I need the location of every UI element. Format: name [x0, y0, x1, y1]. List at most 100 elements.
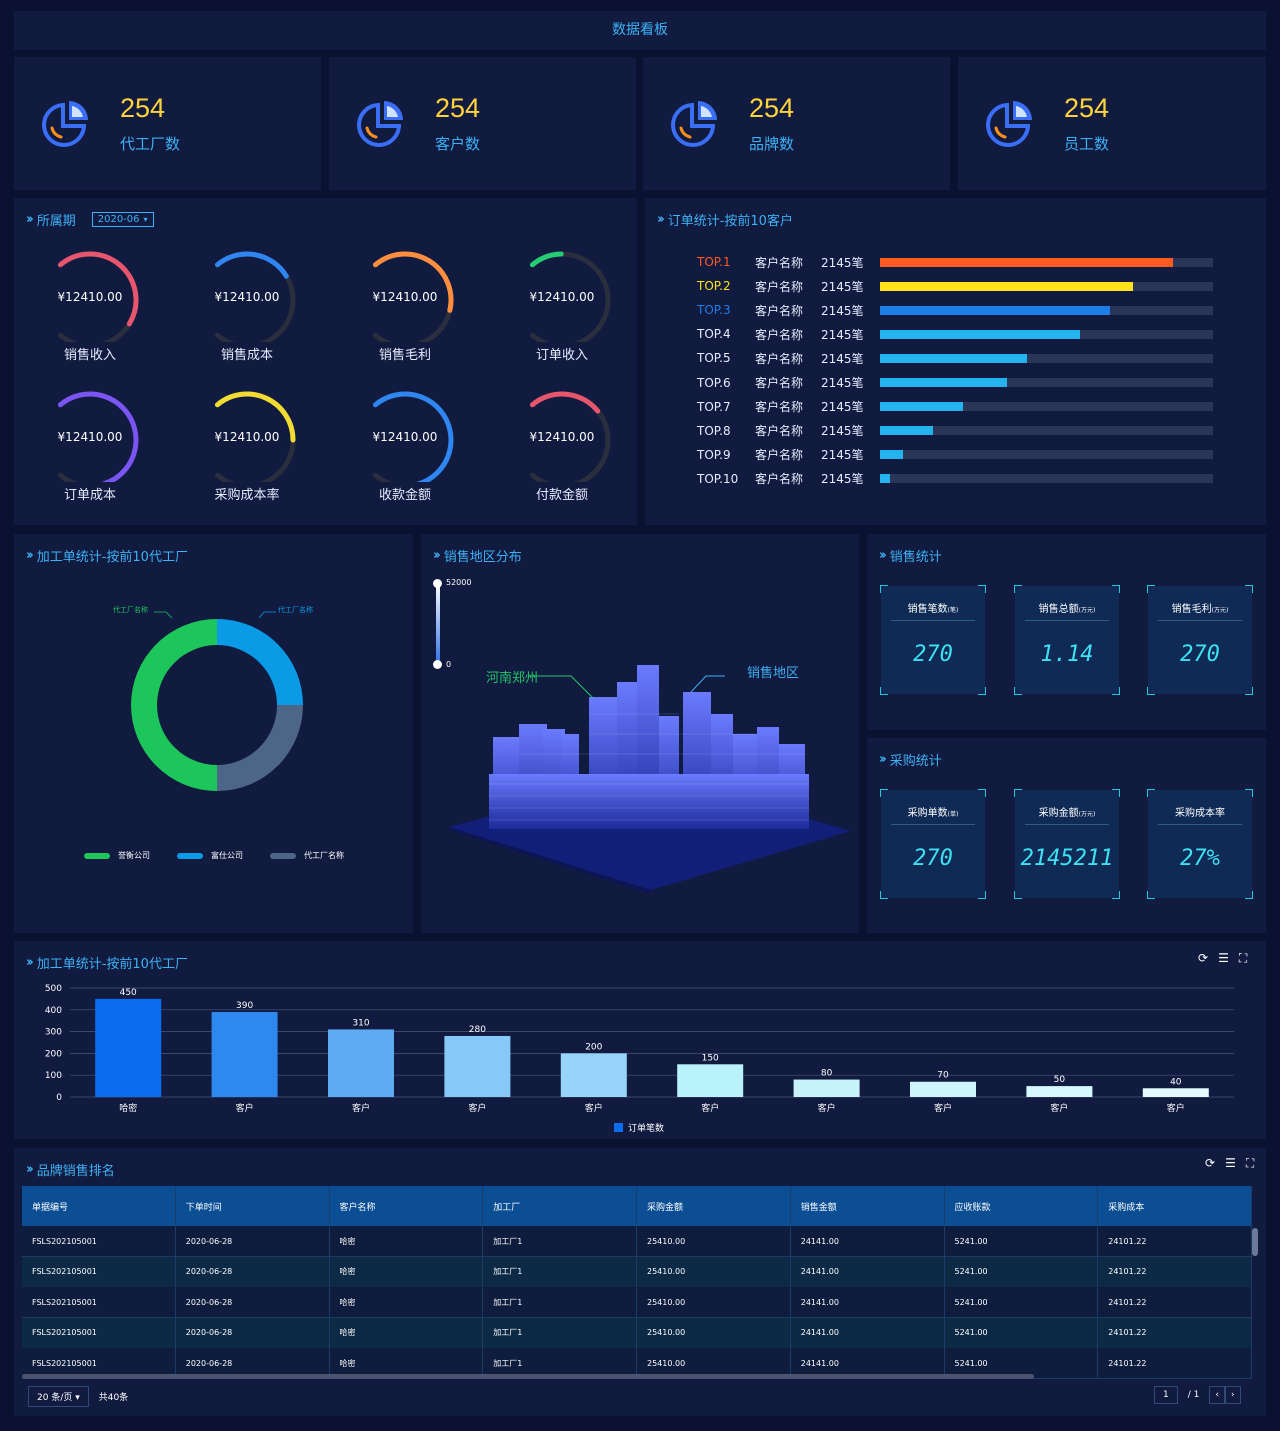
table-cell: 哈密 — [330, 1226, 484, 1256]
panel-title-text: 销售地区分布 — [443, 550, 522, 565]
rank-bar-track — [880, 378, 1213, 387]
gauge-value: ¥12410.00 — [214, 290, 280, 304]
table-cell: 24141.00 — [791, 1226, 945, 1256]
scale-max-label: 52000 — [446, 578, 472, 587]
customer-name: 客户名称 — [755, 376, 804, 390]
column-header[interactable]: 采购金额 — [637, 1186, 791, 1226]
horizontal-scrollbar[interactable] — [22, 1374, 1034, 1379]
rank-label: TOP.3 — [697, 303, 731, 318]
stat-card: 销售笔数(笔) 270 — [880, 585, 986, 695]
gauge-value: ¥12410.00 — [57, 290, 123, 304]
table-row[interactable]: FSLS202105001 2020-06-28 哈密 加工厂1 25410.00 241… — [22, 1226, 1252, 1257]
x-tick-label: 客户 — [1050, 1102, 1068, 1114]
corner-bracket — [1112, 687, 1120, 695]
order-rank-row: TOP.8 客户名称 2145笔 — [697, 423, 1217, 439]
legend-item[interactable]: 代工厂名称 — [270, 850, 344, 861]
range-slider-handle-top[interactable] — [433, 579, 442, 588]
corner-bracket — [1245, 789, 1253, 797]
gauge: ¥12410.00 付款金额 — [502, 390, 622, 503]
gauge: ¥12410.00 订单成本 — [30, 390, 150, 503]
table-cell: 25410.00 — [637, 1287, 791, 1318]
kpi-label: 客户数 — [435, 135, 481, 153]
legend-item[interactable]: 富仕公司 — [177, 850, 243, 861]
stat-value: 270 — [1180, 642, 1220, 667]
y-tick-label: 100 — [45, 1071, 62, 1081]
refresh-icon[interactable]: ⟳ — [1198, 951, 1209, 965]
column-header[interactable]: 下单时间 — [176, 1186, 330, 1226]
page-size-value: 20 条/页 — [37, 1393, 73, 1403]
corner-bracket — [1245, 585, 1253, 593]
rank-bar-track — [880, 257, 1213, 267]
chevron-right-icon[interactable]: › — [1224, 1386, 1241, 1404]
rank-bar-track — [880, 353, 1213, 363]
table-cell: FSLS202105001 — [22, 1348, 176, 1379]
bar-value-label: 50 — [1054, 1075, 1066, 1085]
panel-title-text: 品牌销售排名 — [36, 1164, 115, 1179]
y-tick-label: 400 — [45, 1006, 62, 1016]
gauge-label: 销售成本 — [220, 348, 273, 363]
rank-bar-fill — [880, 474, 890, 484]
panel-title: ›› 加工单统计-按前10代工厂 — [26, 953, 188, 972]
gauge-label: 销售收入 — [63, 348, 116, 363]
rank-bar-track — [880, 474, 1213, 484]
customer-name: 客户名称 — [755, 448, 804, 463]
pie-chart-icon — [671, 101, 717, 147]
table-row[interactable]: FSLS202105001 2020-06-28 哈密 加工厂1 25410.00 241… — [22, 1317, 1252, 1349]
corner-bracket — [1147, 585, 1155, 593]
rank-bar-fill — [880, 329, 1080, 339]
divider — [1025, 620, 1109, 621]
table-cell: 加工厂1 — [483, 1348, 637, 1379]
divider — [891, 620, 975, 621]
page-size-select[interactable]: 20 条/页 ▾ — [28, 1386, 89, 1407]
table-cell: 5241.00 — [945, 1317, 1099, 1348]
stat-value: 1.14 — [1040, 642, 1094, 667]
list-icon[interactable]: ☰ — [1218, 951, 1229, 965]
gauge-fill — [214, 251, 289, 279]
order-rank-row: TOP.5 客户名称 2145笔 — [697, 350, 1217, 366]
bar-value-label: 40 — [1170, 1077, 1182, 1087]
page-number-input[interactable]: 1 — [1154, 1386, 1178, 1404]
bar-value-label: 80 — [821, 1069, 833, 1079]
refresh-icon[interactable]: ⟳ — [1205, 1156, 1216, 1170]
list-icon[interactable]: ☰ — [1225, 1156, 1236, 1170]
column-header[interactable]: 销售金额 — [791, 1186, 945, 1226]
column-header[interactable]: 单据编号 — [22, 1186, 176, 1226]
vertical-scrollbar[interactable] — [1252, 1228, 1258, 1256]
gauge-fill — [529, 391, 601, 414]
chart-toolbar: ⟳ ☰ ⛶ — [1198, 951, 1247, 966]
order-rank-row: TOP.3 客户名称 2145笔 — [697, 302, 1217, 318]
column-header[interactable]: 应收账款 — [945, 1186, 1099, 1226]
rank-label: TOP.2 — [697, 279, 731, 294]
customer-name: 客户名称 — [755, 255, 804, 270]
corner-bracket — [1147, 687, 1155, 695]
chevron-left-icon[interactable]: ‹ — [1209, 1386, 1225, 1404]
gauge-value: ¥12410.00 — [372, 430, 438, 444]
table-row[interactable]: FSLS202105001 2020-06-28 哈密 加工厂1 25410.00 241… — [22, 1256, 1252, 1288]
fullscreen-icon[interactable]: ⛶ — [1245, 1156, 1255, 1170]
column-header[interactable]: 采购成本 — [1098, 1186, 1252, 1226]
table-header: 单据编号 下单时间 客户名称 加工厂 采购金额 销售金额 应收账款 采购成本 — [22, 1186, 1252, 1226]
bar-chart: 0 100 200 300 400 500 450 哈密 390 客户 310 客户 280 客户 200 客… — [45, 984, 1234, 1114]
table-row[interactable]: FSLS202105001 2020-06-28 哈密 加工厂1 25410.00 241… — [22, 1287, 1252, 1319]
double-chevron-right-icon: ›› — [433, 548, 441, 563]
order-count: 2145笔 — [821, 255, 864, 270]
gauge-label: 订单成本 — [63, 488, 116, 503]
column-header[interactable]: 客户名称 — [330, 1186, 484, 1226]
bar-legend[interactable]: 订单笔数 — [614, 1121, 664, 1134]
table-cell: 哈密 — [330, 1287, 484, 1318]
column-header[interactable]: 加工厂 — [483, 1186, 637, 1226]
gauge-value: ¥12410.00 — [529, 430, 595, 444]
order-rank-row: TOP.4 客户名称 2145笔 — [697, 326, 1217, 342]
period-select[interactable]: 2020-06 ▾ — [91, 212, 154, 227]
panel-title-text: 订单统计-按前10客户 — [667, 214, 793, 229]
stat-value: 27% — [1180, 846, 1220, 871]
range-slider-handle-bottom[interactable] — [433, 660, 442, 669]
rank-bar-track — [880, 426, 1213, 436]
range-slider-track[interactable] — [436, 583, 440, 665]
corner-bracket — [978, 687, 986, 695]
legend-item[interactable]: 誉衡公司 — [84, 850, 150, 861]
table-cell: 哈密 — [330, 1256, 484, 1287]
table-cell: 24101.22 — [1098, 1287, 1252, 1318]
fullscreen-icon[interactable]: ⛶ — [1238, 951, 1248, 965]
double-chevron-right-icon: ›› — [26, 1162, 34, 1177]
